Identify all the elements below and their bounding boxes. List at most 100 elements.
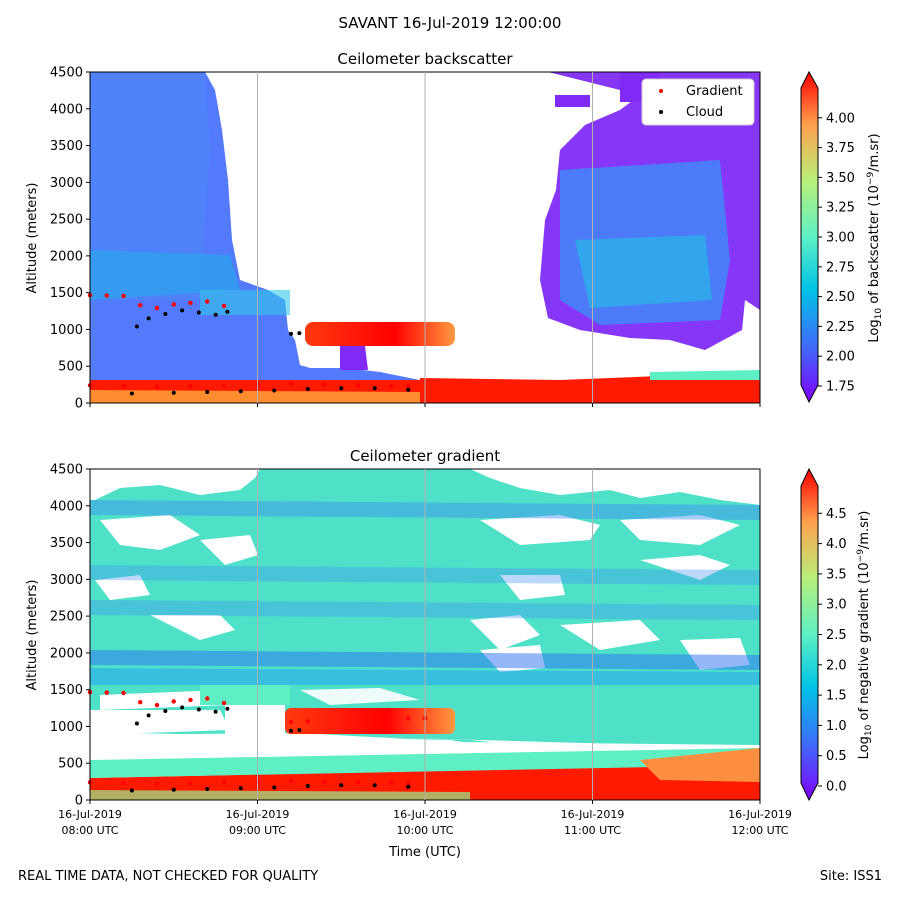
colorbar-tick-label: 1.0: [826, 719, 847, 734]
legend-box: [641, 78, 755, 126]
backscatter-title: Ceilometer backscatter: [337, 50, 513, 68]
gradient-point: [154, 702, 160, 708]
gradient-point: [322, 779, 327, 784]
colorbar-tick-label: 4.0: [826, 537, 847, 552]
gradient-point: [406, 780, 411, 786]
cloud-point: [146, 713, 151, 718]
backscatter-x-ticks: [89, 403, 761, 407]
gradient-marks: [87, 690, 428, 793]
gradient-colorbar-label: Log10 of negative gradient (10−9/m.sr): [856, 511, 874, 760]
cloud-point: [272, 785, 277, 790]
cloud-point: [289, 331, 293, 336]
y-tick-label: 2000: [50, 249, 83, 264]
backscatter-ylabel: Altitude (meters): [25, 183, 40, 294]
gradient-title: Ceilometer gradient: [350, 447, 500, 465]
gradient-gap-top: [90, 469, 260, 500]
legend-gradient-marker: [659, 89, 663, 93]
cloud-point: [213, 312, 218, 317]
gradient-point: [406, 383, 411, 389]
backscatter-cloud-layer: [305, 322, 455, 346]
y-tick-label: 1500: [50, 683, 83, 698]
y-tick-label: 4500: [50, 463, 83, 478]
gradient-point: [221, 700, 227, 706]
cloud-point: [372, 386, 377, 391]
colorbar-tick-label: 2.25: [826, 320, 855, 335]
gradient-point: [121, 383, 126, 389]
gradient-point: [154, 781, 160, 787]
cloud-point: [163, 708, 168, 713]
gradient-point: [154, 384, 160, 390]
gradient-point: [288, 719, 294, 725]
colorbar-tick-label: 3.5: [826, 567, 847, 582]
legend: Gradient Cloud: [641, 78, 755, 126]
gradient-point: [154, 305, 160, 311]
gradient-point: [205, 696, 210, 701]
cloud-point: [372, 783, 377, 788]
y-tick-label: 500: [58, 360, 83, 375]
y-tick-label: 1500: [50, 286, 83, 301]
gradient-point: [104, 690, 109, 695]
cloud-point: [305, 387, 310, 392]
cloud-point: [196, 310, 201, 315]
gradient-point: [221, 383, 227, 388]
cloud-point: [129, 788, 134, 793]
legend-cloud-marker: [659, 110, 663, 114]
cloud-point: [134, 324, 139, 329]
cloud-point: [272, 388, 277, 393]
cloud-point: [238, 786, 243, 791]
y-tick-label: 1000: [50, 720, 83, 735]
gradient-point: [121, 690, 126, 696]
gradient-point: [121, 293, 126, 299]
y-tick-label: 500: [58, 757, 83, 772]
backscatter-colorbar-ticks: 1.75 2.00 2.25 2.50 2.75 3.00 3.25 3.50 3.75 4.00: [818, 111, 855, 395]
cloud-point: [146, 316, 151, 321]
backscatter-colorbar: 1.75 2.00 2.25 2.50 2.75 3.00 3.25 3.50 3.75 4.00…: [800, 70, 884, 404]
x-tick-label-date: 16-Jul-2019: [58, 808, 122, 821]
gradient-y-axis: 0 500 1000 1500 2000 2500 3000 3500 4000 4500: [50, 463, 90, 809]
gradient-point: [188, 383, 193, 389]
cloud-point: [180, 705, 185, 710]
colorbar-tick-label: 2.0: [826, 658, 847, 673]
cloud-point: [339, 783, 344, 788]
colorbar-tick-label: 3.00: [826, 231, 855, 246]
colorbar-tick-label: 2.50: [826, 290, 855, 305]
gradient-point: [221, 780, 227, 785]
backscatter-y-axis: 0 500 1000 1500 2000 2500 3000 3500 4000 4500: [50, 66, 90, 412]
gradient-x-ticks: [89, 800, 761, 804]
gradient-point: [138, 302, 143, 308]
cloud-point: [171, 390, 176, 395]
cloud-point: [134, 721, 139, 726]
cloud-point: [339, 386, 344, 391]
gradient-ylabel: Altitude (meters): [25, 580, 40, 691]
y-tick-label: 3000: [50, 573, 83, 588]
colorbar-tick-label: 2.5: [826, 628, 847, 643]
y-tick-label: 1000: [50, 323, 83, 338]
colorbar-tick-label: 1.75: [826, 380, 855, 395]
y-tick-label: 3500: [50, 536, 83, 551]
backscatter-region-left-low: [90, 250, 240, 300]
y-tick-label: 2000: [50, 646, 83, 661]
gradient-point: [389, 383, 394, 389]
gradient-panel: 0 500 1000 1500 2000 2500 3000 3500 4000 4500 Cei…: [25, 447, 874, 860]
footer-disclaimer: REAL TIME DATA, NOT CHECKED FOR QUALITY: [18, 869, 319, 884]
x-tick-label-date: 16-Jul-2019: [561, 808, 625, 821]
colorbar-tick-label: 2.75: [826, 260, 855, 275]
cloud-point: [129, 391, 134, 396]
x-axis-label: Time (UTC): [388, 845, 461, 860]
figure-suptitle: SAVANT 16-Jul-2019 12:00:00: [338, 14, 562, 32]
colorbar-tick-label: 1.5: [826, 689, 847, 704]
cloud-point: [196, 707, 201, 712]
gradient-point: [355, 383, 361, 388]
gradient-point: [188, 697, 193, 703]
gradient-grid: [257, 469, 593, 800]
backscatter-colorbar-label: Log10 of backscatter (10−9/m.sr): [866, 133, 884, 342]
gradient-point: [205, 299, 210, 304]
cloud-point: [289, 728, 293, 733]
colorbar-tick-label: 0.5: [826, 749, 847, 764]
gradient-point: [171, 699, 176, 704]
footer-site: Site: ISS1: [819, 869, 882, 884]
x-tick-label-time: 10:00 UTC: [396, 824, 453, 837]
y-tick-label: 4000: [50, 102, 83, 117]
legend-gradient-label: Gradient: [686, 84, 743, 99]
